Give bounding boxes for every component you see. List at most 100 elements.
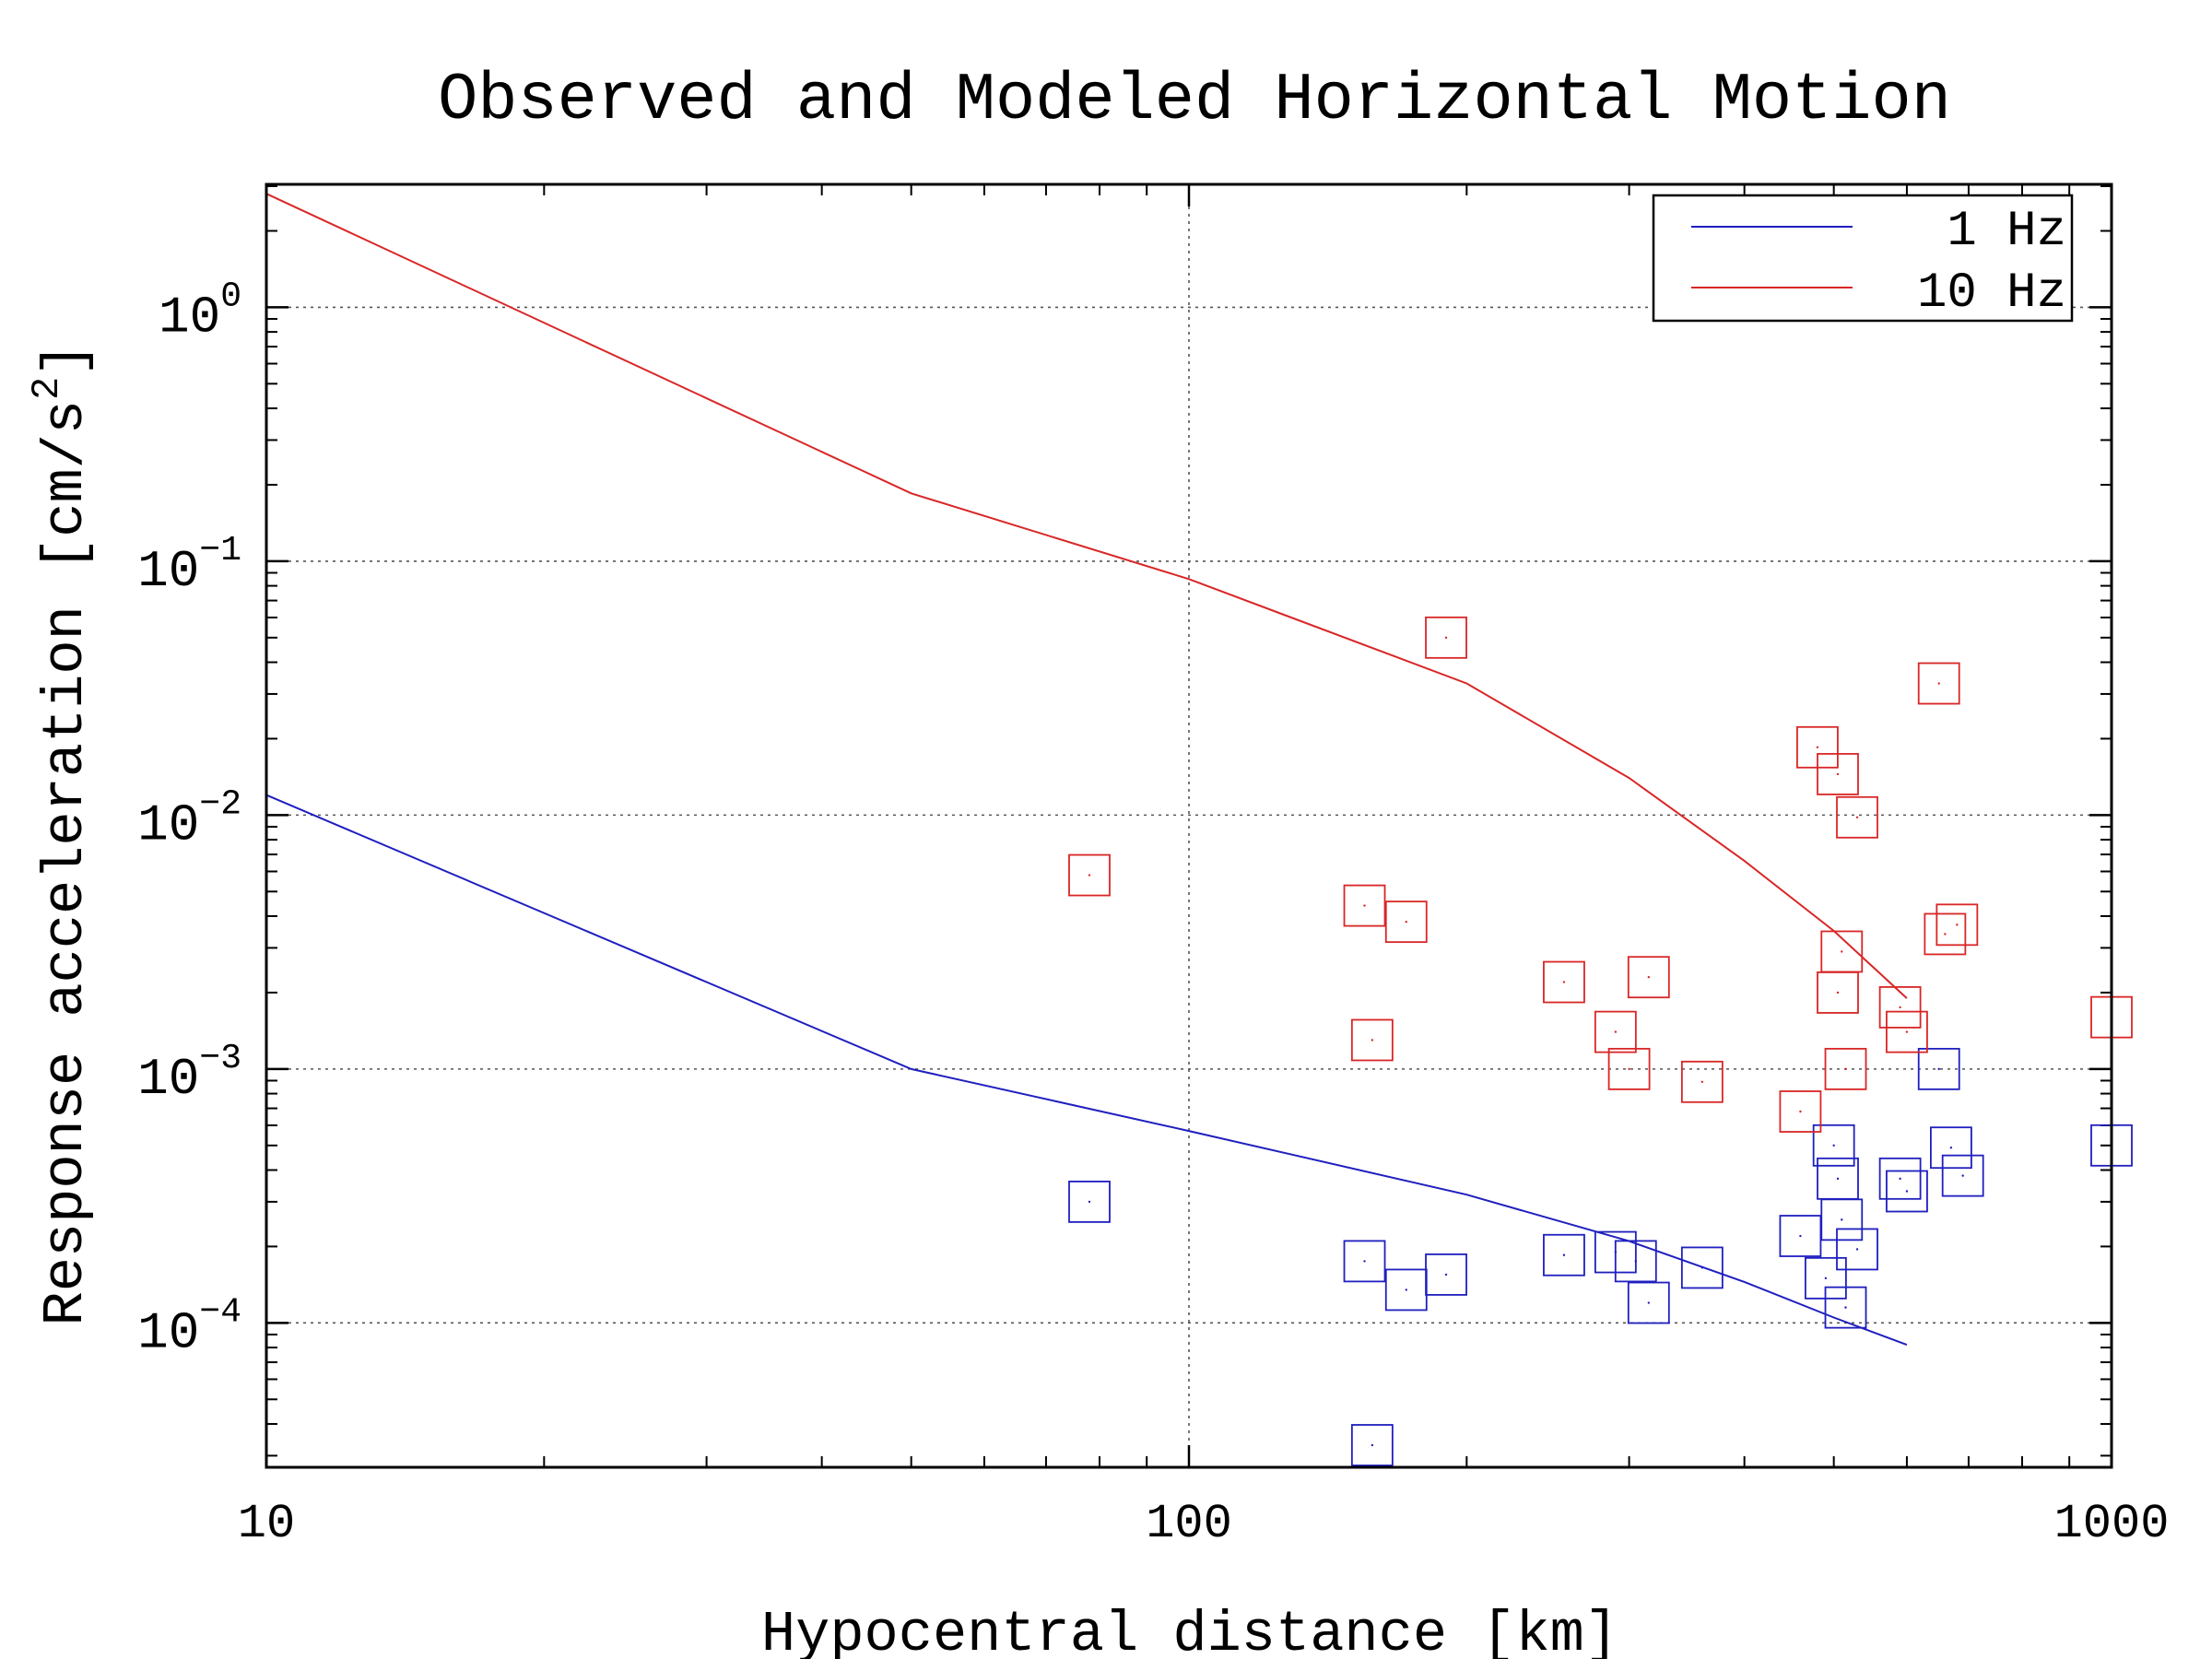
observed-point-center-10hz: [1700, 1080, 1704, 1084]
observed-point-10hz: [1878, 986, 1922, 1029]
y-tick-base: 10: [137, 795, 199, 854]
y-axis-label-main: Response acceleration [cm/s: [33, 400, 99, 1326]
observed-point-10hz: [1384, 900, 1428, 944]
observed-point-center-1hz: [1905, 1190, 1909, 1193]
observed-point-1hz: [1543, 1233, 1585, 1277]
observed-point-center-10hz: [1905, 1030, 1909, 1033]
observed-point-1hz: [1824, 1286, 1867, 1329]
observed-point-center-1hz: [1899, 1177, 1901, 1181]
observed-point-center-1hz: [1562, 1253, 1566, 1256]
y-tick-exponent: −4: [199, 1292, 241, 1332]
observed-point-center-10hz: [1944, 933, 1947, 935]
observed-point-1hz: [1343, 1240, 1386, 1283]
observed-point-center-10hz: [1444, 636, 1448, 640]
y-axis-label-superscript: 2: [25, 377, 69, 400]
observed-point-center-1hz: [1961, 1174, 1964, 1177]
observed-point-1hz: [1614, 1240, 1657, 1283]
observed-point-10hz: [1824, 1047, 1867, 1090]
observed-point-center-10hz: [1628, 1067, 1630, 1071]
observed-point-10hz: [1680, 1060, 1724, 1103]
observed-point-1hz: [1930, 1126, 1972, 1170]
observed-point-center-10hz: [1371, 1039, 1374, 1041]
chart-title: Observed and Modeled Horizontal Motion: [438, 63, 1951, 138]
observed-point-1hz: [1917, 1047, 1960, 1090]
observed-point-10hz: [1425, 616, 1467, 659]
y-tick-base: 10: [137, 1303, 199, 1362]
y-tick-base: 10: [159, 288, 220, 347]
observed-point-1hz: [1425, 1253, 1467, 1296]
legend-label-1hz: 1 Hz: [1947, 204, 2066, 260]
observed-point-center-1hz: [1855, 1248, 1859, 1251]
observed-point-1hz: [1878, 1157, 1922, 1200]
observed-point-center-1hz: [1371, 1443, 1374, 1447]
observed-point-center-10hz: [1562, 981, 1566, 983]
observed-point-10hz: [1350, 1018, 1394, 1062]
x-axis-label: Hypocentral distance [km]: [761, 1602, 1618, 1659]
plot-frame: [265, 182, 2113, 1469]
observed-point-10hz: [1607, 1047, 1651, 1090]
y-tick-label: 10−1: [137, 531, 241, 601]
observed-point-10hz: [1917, 662, 1960, 705]
observed-point-center-1hz: [1444, 1273, 1448, 1277]
model-line-10hz: [265, 193, 1908, 999]
observed-point-10hz: [1836, 795, 1878, 839]
y-tick-label: 10−3: [137, 1039, 241, 1109]
observed-point-10hz: [1936, 903, 1979, 947]
observed-point-1hz: [1680, 1246, 1724, 1289]
observed-point-center-1hz: [1700, 1266, 1704, 1269]
observed-point-center-10hz: [1855, 816, 1859, 819]
y-tick-label: 100: [159, 276, 241, 347]
observed-point-center-10hz: [1816, 746, 1819, 748]
observed-point-1hz: [1350, 1424, 1394, 1466]
observed-point-1hz: [1068, 1181, 1111, 1223]
observed-point-center-1hz: [1949, 1147, 1953, 1149]
observed-point-10hz: [1543, 960, 1585, 1004]
observed-point-center-10hz: [1844, 1067, 1847, 1071]
observed-point-center-1hz: [1647, 1301, 1651, 1304]
observed-point-center-10hz: [1088, 874, 1091, 877]
observed-point-center-10hz: [1405, 920, 1407, 924]
y-tick-exponent: −2: [199, 784, 241, 824]
observed-point-10hz: [1779, 1090, 1822, 1133]
x-tick-label: 10: [238, 1497, 295, 1551]
observed-point-center-1hz: [1824, 1277, 1828, 1280]
observed-point-1hz: [1627, 1281, 1670, 1324]
legend-label-10hz: 10 Hz: [1917, 265, 2066, 322]
observed-point-center-10hz: [1614, 1030, 1618, 1033]
observed-point-10hz: [1594, 1010, 1637, 1053]
observed-point-center-10hz: [1841, 950, 1843, 953]
observed-point-10hz: [1924, 912, 1967, 956]
y-tick-exponent: 0: [220, 276, 241, 316]
observed-point-center-1hz: [1799, 1234, 1802, 1238]
observed-point-center-1hz: [1836, 1177, 1840, 1181]
observed-point-10hz: [1886, 1010, 1928, 1053]
y-tick-exponent: −3: [199, 1039, 241, 1078]
y-tick-label: 10−4: [137, 1292, 241, 1362]
observed-point-10hz: [1820, 930, 1864, 973]
observed-point-center-1hz: [1088, 1200, 1091, 1204]
observed-point-1hz: [1886, 1170, 1928, 1213]
observed-point-1hz: [1820, 1198, 1864, 1241]
observed-point-center-10hz: [1836, 991, 1840, 994]
observed-point-center-1hz: [1634, 1260, 1637, 1263]
observed-point-center-10hz: [1799, 1110, 1802, 1113]
observed-point-center-10hz: [1363, 904, 1366, 907]
observed-point-1hz: [1941, 1154, 1984, 1197]
y-axis-label: Response acceleration [cm/s2]: [25, 342, 99, 1325]
observed-point-1hz: [1836, 1228, 1878, 1271]
y-tick-exponent: −1: [199, 531, 241, 571]
legend: 1 Hz 10 Hz: [1652, 194, 2074, 323]
observed-point-10hz: [1627, 956, 1670, 999]
observed-point-center-1hz: [1363, 1260, 1366, 1263]
y-tick-label: 10−2: [137, 784, 241, 854]
y-tick-base: 10: [137, 542, 199, 601]
observed-point-1hz: [1812, 1124, 1855, 1167]
y-axis-label-end: ]: [33, 342, 99, 376]
legend-box: [1652, 194, 2074, 323]
model-line-1hz: [265, 794, 1908, 1347]
observed-point-center-1hz: [1937, 1067, 1940, 1071]
observed-point-center-1hz: [1844, 1306, 1847, 1309]
observed-point-center-10hz: [1937, 682, 1940, 685]
